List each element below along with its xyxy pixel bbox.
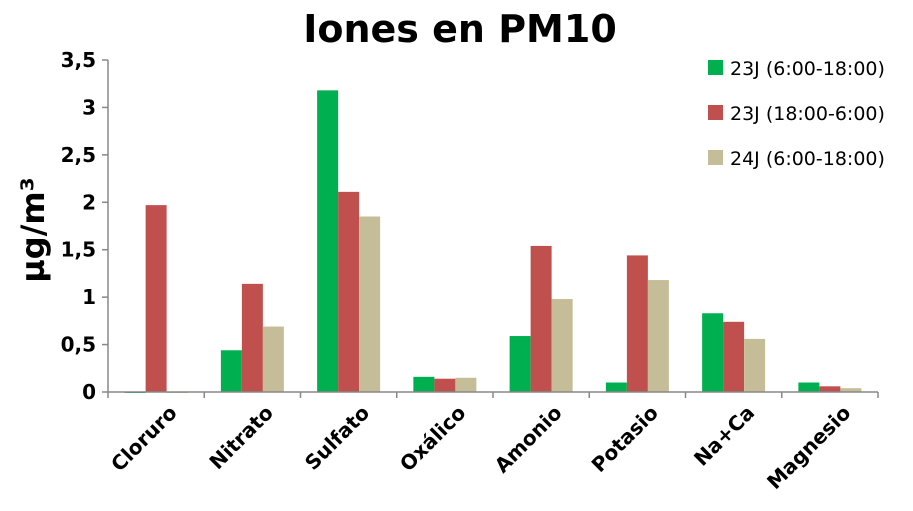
bar-amonio-series-2	[530, 245, 552, 392]
legend-label: 24J (6:00-18:00)	[730, 148, 885, 170]
bar-sulfato-series-1	[317, 90, 339, 393]
bar-ox-lico-series-3	[455, 377, 477, 392]
bar-nitrato-series-1	[220, 350, 242, 392]
bar-potasio-series-3	[647, 280, 669, 392]
bar-potasio-series-1	[605, 382, 627, 392]
bar-magnesio-series-3	[840, 388, 862, 392]
x-tick-label: Magnesio	[762, 401, 855, 494]
x-tick-label: Na+Ca	[689, 401, 759, 471]
chart-title: Iones en PM10	[303, 7, 617, 51]
legend-swatch	[708, 150, 723, 165]
bar-nitrato-series-3	[262, 326, 284, 392]
x-tick-label: Nitrato	[204, 401, 277, 474]
bar-magnesio-series-2	[819, 386, 841, 392]
bar-na-ca-series-2	[723, 321, 745, 392]
bar-ox-lico-series-1	[413, 376, 435, 392]
x-tick-label: Oxálico	[395, 401, 470, 476]
x-tick-label: Cloruro	[106, 401, 182, 477]
x-tick-label: Sulfato	[300, 401, 374, 475]
bar-na-ca-series-1	[702, 313, 724, 392]
legend-swatch	[708, 60, 723, 75]
y-tick-label: 0	[82, 380, 96, 404]
y-axis-label: µg/m³	[14, 177, 52, 283]
legend-label: 23J (18:00-6:00)	[730, 103, 885, 125]
bar-ox-lico-series-2	[434, 378, 456, 392]
y-tick-label: 3,5	[61, 48, 96, 72]
legend: 23J (6:00-18:00) 23J (18:00-6:00) 24J (6:0…	[708, 58, 885, 170]
bar-potasio-series-2	[626, 255, 648, 392]
x-tick-label: Amonio	[490, 401, 567, 478]
y-tick-label: 1	[82, 285, 96, 309]
x-tick-label: Potasio	[587, 401, 663, 477]
legend-swatch	[708, 105, 723, 120]
y-tick-label: 0,5	[61, 333, 96, 357]
bar-amonio-series-1	[509, 336, 531, 392]
legend-label: 23J (6:00-18:00)	[730, 58, 885, 80]
bar-magnesio-series-1	[798, 382, 820, 392]
y-tick-label: 1,5	[61, 238, 96, 262]
y-tick-label: 2	[82, 190, 96, 214]
y-tick-label: 3	[82, 95, 96, 119]
bar-sulfato-series-2	[338, 191, 360, 392]
bar-nitrato-series-2	[241, 283, 263, 392]
bar-amonio-series-3	[551, 299, 573, 392]
y-tick-label: 2,5	[61, 143, 96, 167]
bar-na-ca-series-3	[744, 338, 766, 392]
bar-cloruro-series-2	[145, 205, 167, 392]
bar-sulfato-series-3	[359, 216, 381, 392]
